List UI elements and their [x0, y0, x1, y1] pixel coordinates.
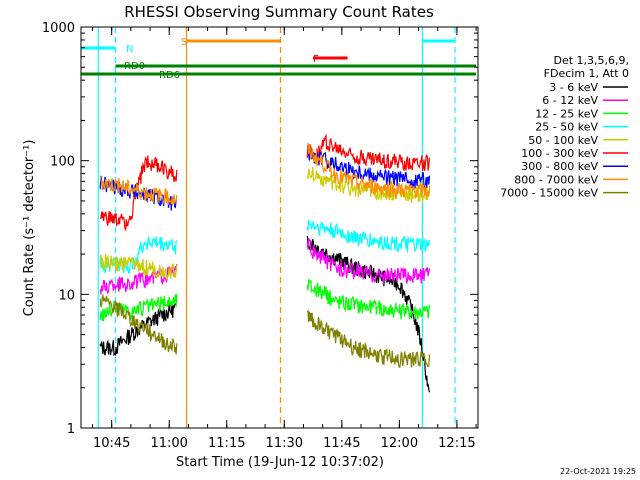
flag-label: S	[181, 37, 187, 48]
series-line-50-100-kev-seg1	[99, 253, 178, 280]
legend-entry-label: 25 - 50 keV	[535, 121, 598, 134]
flag-bars: N S F RD0 RD6	[81, 37, 477, 81]
y-axis-label: Count Rate (s⁻¹ detector⁻¹)	[22, 140, 37, 317]
flag-label: F	[313, 54, 319, 65]
flag-label: RD6	[159, 70, 180, 81]
legend-entry-label: 3 - 6 keV	[549, 81, 598, 94]
series-group	[99, 133, 431, 393]
x-tick-label: 10:45	[93, 436, 130, 451]
series-line-3-6-kev-seg2	[306, 235, 431, 393]
x-axis-label: Start Time (19-Jun-12 10:37:02)	[176, 455, 384, 470]
legend-header: FDecim 1, Att 0	[544, 67, 629, 80]
legend-entry-label: 7000 - 15000 keV	[500, 187, 598, 200]
x-axis: 10:45 11:00 11:15 11:30 11:45 12:00 12:15	[92, 27, 477, 451]
series-line-7000-15000-kev-seg2	[306, 309, 431, 369]
legend-entry-label: 6 - 12 keV	[542, 94, 598, 107]
series-line-100-300-kev-seg2	[306, 133, 431, 172]
flag-label: N	[126, 44, 133, 55]
legend-entry-label: 12 - 25 keV	[535, 107, 598, 120]
y-tick-label: 10	[58, 288, 75, 303]
series-line-300-800-kev-seg2	[306, 145, 431, 189]
plot-area	[97, 27, 456, 428]
x-tick-label: 11:00	[150, 436, 187, 451]
flag-label: RD0	[124, 61, 145, 72]
y-tick-label: 1	[67, 422, 75, 437]
chart-title: RHESSI Observing Summary Count Rates	[124, 3, 434, 21]
legend-entry-label: 50 - 100 keV	[528, 134, 598, 147]
legend-header: Det 1,3,5,6,9,	[553, 54, 629, 67]
x-tick-label: 12:15	[438, 436, 475, 451]
plot-frame	[80, 26, 479, 429]
x-tick-label: 11:15	[208, 436, 245, 451]
series-line-7000-15000-kev-seg1	[99, 293, 178, 355]
x-tick-label: 11:30	[266, 436, 303, 451]
x-tick-label: 11:45	[323, 436, 360, 451]
series-line-6-12-kev-seg2	[306, 237, 431, 284]
series-line-6-12-kev-seg1	[99, 264, 178, 295]
series-line-800-7000-kev-seg2	[307, 143, 431, 199]
series-line-800-7000-kev-seg1	[99, 175, 178, 206]
legend-entry-label: 800 - 7000 keV	[514, 173, 598, 186]
legend-entry-label: 300 - 800 keV	[521, 160, 598, 173]
legend-entry-label: 100 - 300 keV	[521, 147, 598, 160]
y-tick-label: 100	[50, 155, 75, 170]
series-line-100-300-kev-seg1	[100, 155, 178, 232]
footer-timestamp: 22-Oct-2021 19:25	[560, 467, 636, 476]
series-line-25-50-kev-seg2	[306, 219, 431, 253]
y-axis: 1 10 100 1000	[42, 21, 478, 437]
y-tick-label: 1000	[42, 21, 75, 36]
legend: Det 1,3,5,6,9,FDecim 1, Att 03 - 6 keV6 …	[500, 54, 629, 200]
x-tick-label: 12:00	[381, 436, 418, 451]
series-line-12-25-kev-seg2	[306, 278, 431, 320]
